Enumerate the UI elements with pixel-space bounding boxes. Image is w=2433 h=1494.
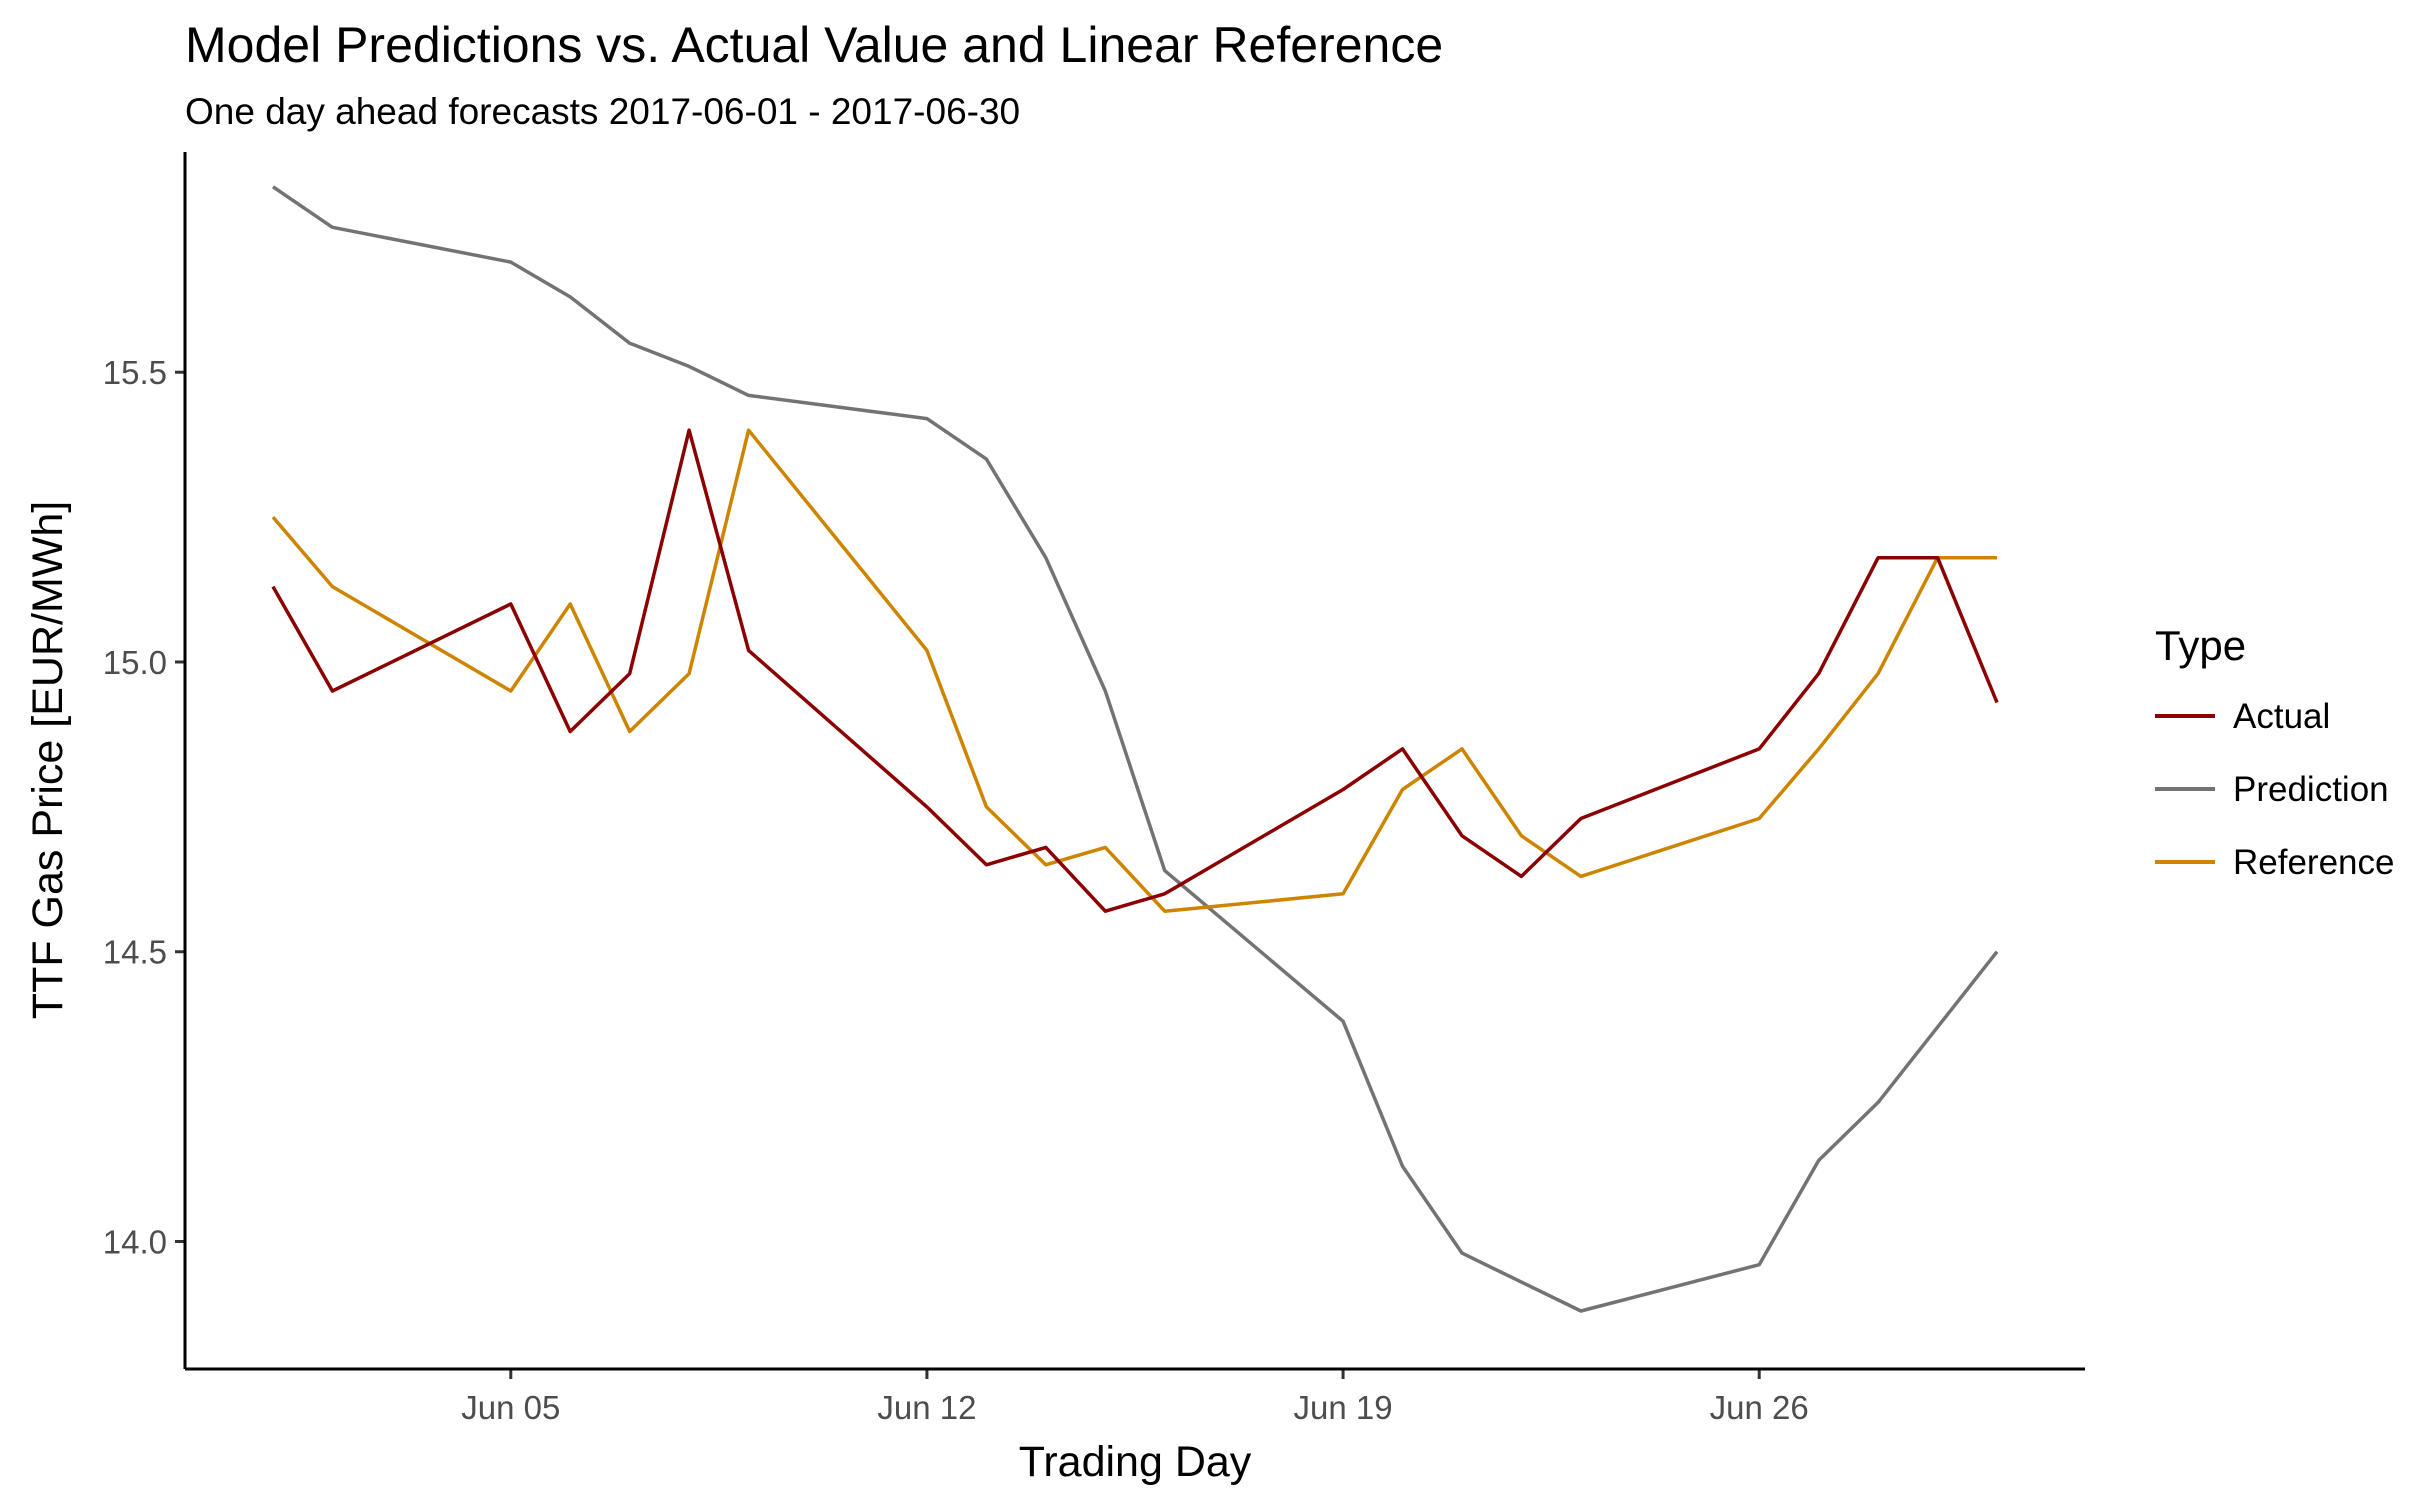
legend-title: Type [2155, 622, 2246, 669]
y-tick-label: 14.0 [103, 1224, 167, 1261]
legend-label-reference: Reference [2233, 843, 2394, 882]
y-tick-label: 15.0 [103, 644, 167, 681]
y-axis-ticks: 14.0 14.5 15.0 15.5 [103, 354, 185, 1261]
x-tick-label: Jun 12 [877, 1389, 976, 1426]
series-line-prediction [272, 185, 1999, 1313]
chart-title: Model Predictions vs. Actual Value and L… [185, 17, 1443, 73]
legend: Type Actual Prediction Reference [2155, 622, 2394, 882]
x-tick-label: Jun 05 [461, 1389, 560, 1426]
x-tick-label: Jun 19 [1294, 1389, 1393, 1426]
x-axis-label: Trading Day [1019, 1438, 1252, 1486]
y-tick-label: 15.5 [103, 354, 167, 391]
series-line-actual [271, 428, 1999, 913]
legend-label-prediction: Prediction [2233, 770, 2389, 809]
x-tick-label: Jun 26 [1710, 1389, 1809, 1426]
series-lines [271, 185, 1999, 1313]
y-axis-label: TTF Gas Price [EUR/MWh] [24, 501, 72, 1019]
series-line-reference [271, 428, 1997, 913]
y-tick-label: 14.5 [103, 934, 167, 971]
x-axis-ticks: Jun 05 Jun 12 Jun 19 Jun 26 [461, 1369, 1809, 1426]
legend-label-actual: Actual [2233, 697, 2330, 736]
chart-subtitle: One day ahead forecasts 2017-06-01 - 201… [185, 91, 1020, 132]
